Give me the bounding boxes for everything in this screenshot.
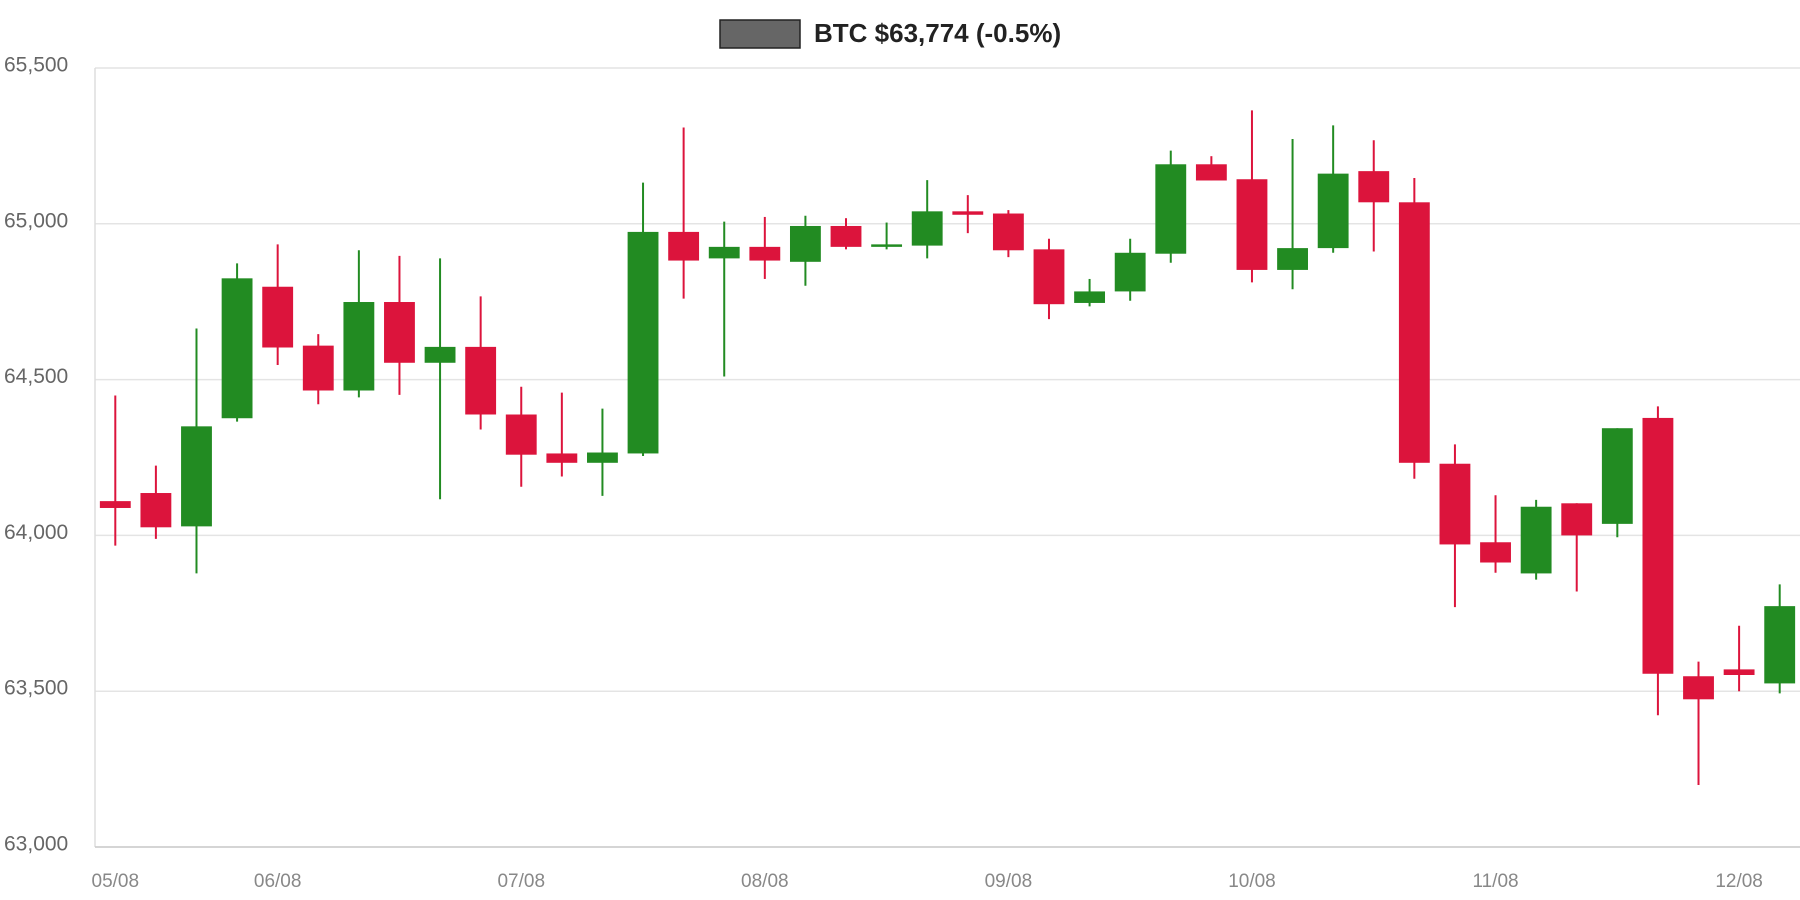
chart-title: BTC $63,774 (-0.5%) — [814, 18, 1061, 48]
candle-body — [1277, 248, 1308, 270]
x-tick-label: 12/08 — [1715, 871, 1763, 892]
candle-body — [465, 346, 497, 415]
x-tick-label: 07/08 — [497, 871, 545, 892]
candle-body — [1155, 164, 1187, 254]
candle-body — [140, 493, 172, 528]
candle-body — [1398, 202, 1430, 463]
candle-body — [1723, 669, 1755, 675]
candle-body — [871, 244, 903, 247]
y-tick-label: 63,000 — [4, 833, 68, 856]
y-tick-label: 63,500 — [4, 677, 68, 700]
x-tick-label: 11/08 — [1472, 871, 1518, 892]
candle-body — [181, 426, 212, 527]
candle-body — [99, 501, 131, 508]
x-tick-label: 10/08 — [1228, 871, 1276, 892]
y-tick-label: 65,000 — [4, 209, 68, 232]
candle-body — [668, 231, 700, 261]
candle-body — [587, 452, 618, 463]
candle-body — [1195, 164, 1227, 181]
x-tick-label: 08/08 — [741, 871, 789, 892]
candle-body — [1033, 249, 1065, 305]
y-tick-label: 64,500 — [4, 365, 68, 388]
candle-body — [1520, 506, 1552, 574]
candle-body — [992, 213, 1024, 251]
candle-body — [1642, 417, 1674, 674]
candle-body — [424, 346, 456, 363]
legend-swatch — [719, 19, 801, 49]
candle-body — [1439, 463, 1471, 545]
candle-body — [708, 246, 740, 259]
candle-body — [1683, 676, 1714, 700]
y-tick-label: 65,500 — [4, 54, 68, 77]
candle-body — [1074, 291, 1106, 303]
x-tick-label: 05/08 — [92, 871, 140, 892]
x-tick-label: 09/08 — [985, 871, 1033, 892]
candle-body — [221, 278, 253, 419]
candle-body — [1764, 606, 1796, 684]
candle-body — [911, 211, 943, 246]
candle-body — [505, 414, 537, 455]
x-tick-label: 06/08 — [254, 871, 302, 892]
candle-body — [830, 225, 862, 247]
candle-body — [343, 302, 375, 391]
candle-body — [627, 231, 659, 454]
candle-body — [1480, 542, 1511, 563]
candle-body — [302, 345, 334, 391]
y-tick-label: 64,000 — [4, 521, 68, 544]
candle-body — [1236, 179, 1268, 270]
candle-body — [1317, 173, 1349, 249]
candle-body — [546, 453, 578, 463]
candle-body — [1358, 171, 1390, 203]
candle-body — [1114, 252, 1146, 292]
candle-body — [952, 211, 984, 215]
candle-body — [384, 302, 415, 363]
candle-body — [749, 246, 781, 261]
candle-body — [789, 225, 821, 262]
candle-body — [1561, 503, 1593, 536]
candle-body — [1601, 428, 1633, 524]
candle-body — [262, 286, 294, 348]
